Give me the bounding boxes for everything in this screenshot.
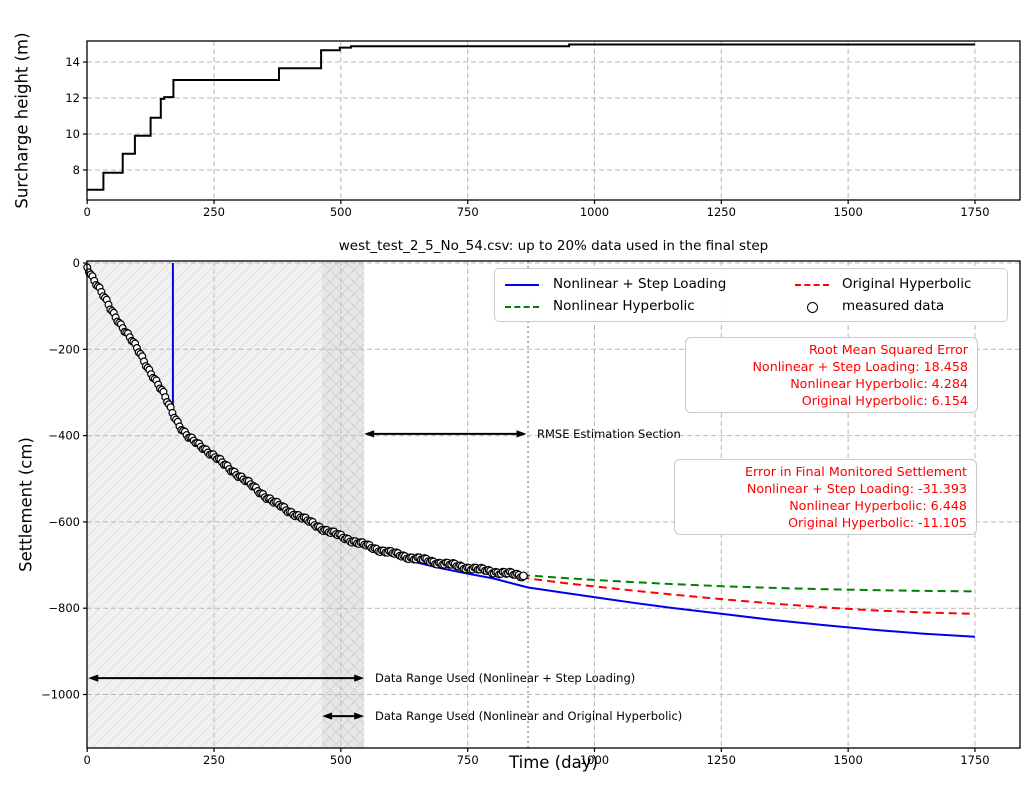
svg-text:500: 500 [330,753,352,767]
surcharge-chart: 0 250 500 750 1000 1250 1500 1750 8 10 12 14 [65,40,1021,219]
measured-data-points [83,263,528,582]
legend-line-original-hyperbolic [795,284,829,286]
svg-text:10: 10 [65,127,80,141]
legend: Nonlinear + Step Loading Nonlinear Hyper… [494,268,1008,322]
svg-text:1500: 1500 [834,753,863,767]
surcharge-step-line [87,43,975,191]
time-x-axis-label: Time (day) [509,753,598,772]
svg-text:1000: 1000 [580,753,609,767]
rmse-line-3: Original Hyperbolic: 6.154 [801,393,968,408]
arrow-annotation-3 [322,712,365,720]
surcharge-y-axis-label: Surcharge height (m) [12,32,32,209]
svg-text:250: 250 [203,753,225,767]
svg-text:−400: −400 [48,429,80,443]
svg-text:−600: −600 [48,515,80,529]
svg-text:0: 0 [73,256,80,270]
rmse-title: Root Mean Squared Error [808,342,968,357]
svg-text:750: 750 [457,205,479,219]
curve-original-hyperbolic [320,526,976,615]
legend-label-nonlinear-step: Nonlinear + Step Loading [553,276,727,292]
legend-label-measured-data: measured data [842,298,945,314]
legend-line-nonlinear-hyperbolic [505,306,539,308]
arrow-annotation-1 [364,430,527,438]
svg-text:−200: −200 [48,342,80,356]
legend-label-nonlinear-hyperbolic: Nonlinear Hyperbolic [553,298,695,314]
annotation-data-range-hyperbolic: Data Range Used (Nonlinear and Original … [375,709,683,723]
rmse-line-1: Nonlinear + Step Loading: 18.458 [752,359,968,374]
legend-marker-measured-data [807,302,818,313]
svg-text:1750: 1750 [960,753,989,767]
legend-line-nonlinear-step [505,284,539,286]
annotation-rmse-section: RMSE Estimation Section [537,427,681,441]
final-error-textbox: Error in Final Monitored Settlement Nonl… [674,459,977,535]
settlement-y-axis-label: Settlement (cm) [16,437,36,572]
settlement-chart: 0 250 500 750 1000 1250 1500 1750 0 −200 −400 −600 −… [41,256,1021,767]
final-error-line-1: Nonlinear + Step Loading: -31.393 [746,481,967,496]
svg-text:12: 12 [65,91,80,105]
chart-title: west_test_2_5_No_54.csv: up to 20% data … [338,238,769,254]
svg-text:1250: 1250 [707,753,736,767]
final-error-line-3: Original Hyperbolic: -11.105 [788,515,967,530]
svg-text:0: 0 [84,205,91,219]
annotation-data-range-step-loading: Data Range Used (Nonlinear + Step Loadin… [375,671,636,685]
svg-text:250: 250 [203,205,225,219]
legend-label-original-hyperbolic: Original Hyperbolic [842,276,972,292]
svg-text:1500: 1500 [834,205,863,219]
svg-text:1250: 1250 [707,205,736,219]
svg-text:14: 14 [65,55,80,69]
final-error-title: Error in Final Monitored Settlement [745,464,967,479]
final-error-line-2: Nonlinear Hyperbolic: 6.448 [789,498,967,513]
svg-text:−800: −800 [48,601,80,615]
svg-text:1750: 1750 [960,205,989,219]
rmse-line-2: Nonlinear Hyperbolic: 4.284 [790,376,968,391]
svg-text:8: 8 [73,163,80,177]
svg-text:500: 500 [330,205,352,219]
rmse-textbox: Root Mean Squared Error Nonlinear + Step… [685,337,978,413]
svg-text:1000: 1000 [580,205,609,219]
svg-text:−1000: −1000 [41,688,80,702]
svg-text:0: 0 [84,753,91,767]
svg-text:750: 750 [457,753,479,767]
arrow-annotation-2 [88,674,365,682]
